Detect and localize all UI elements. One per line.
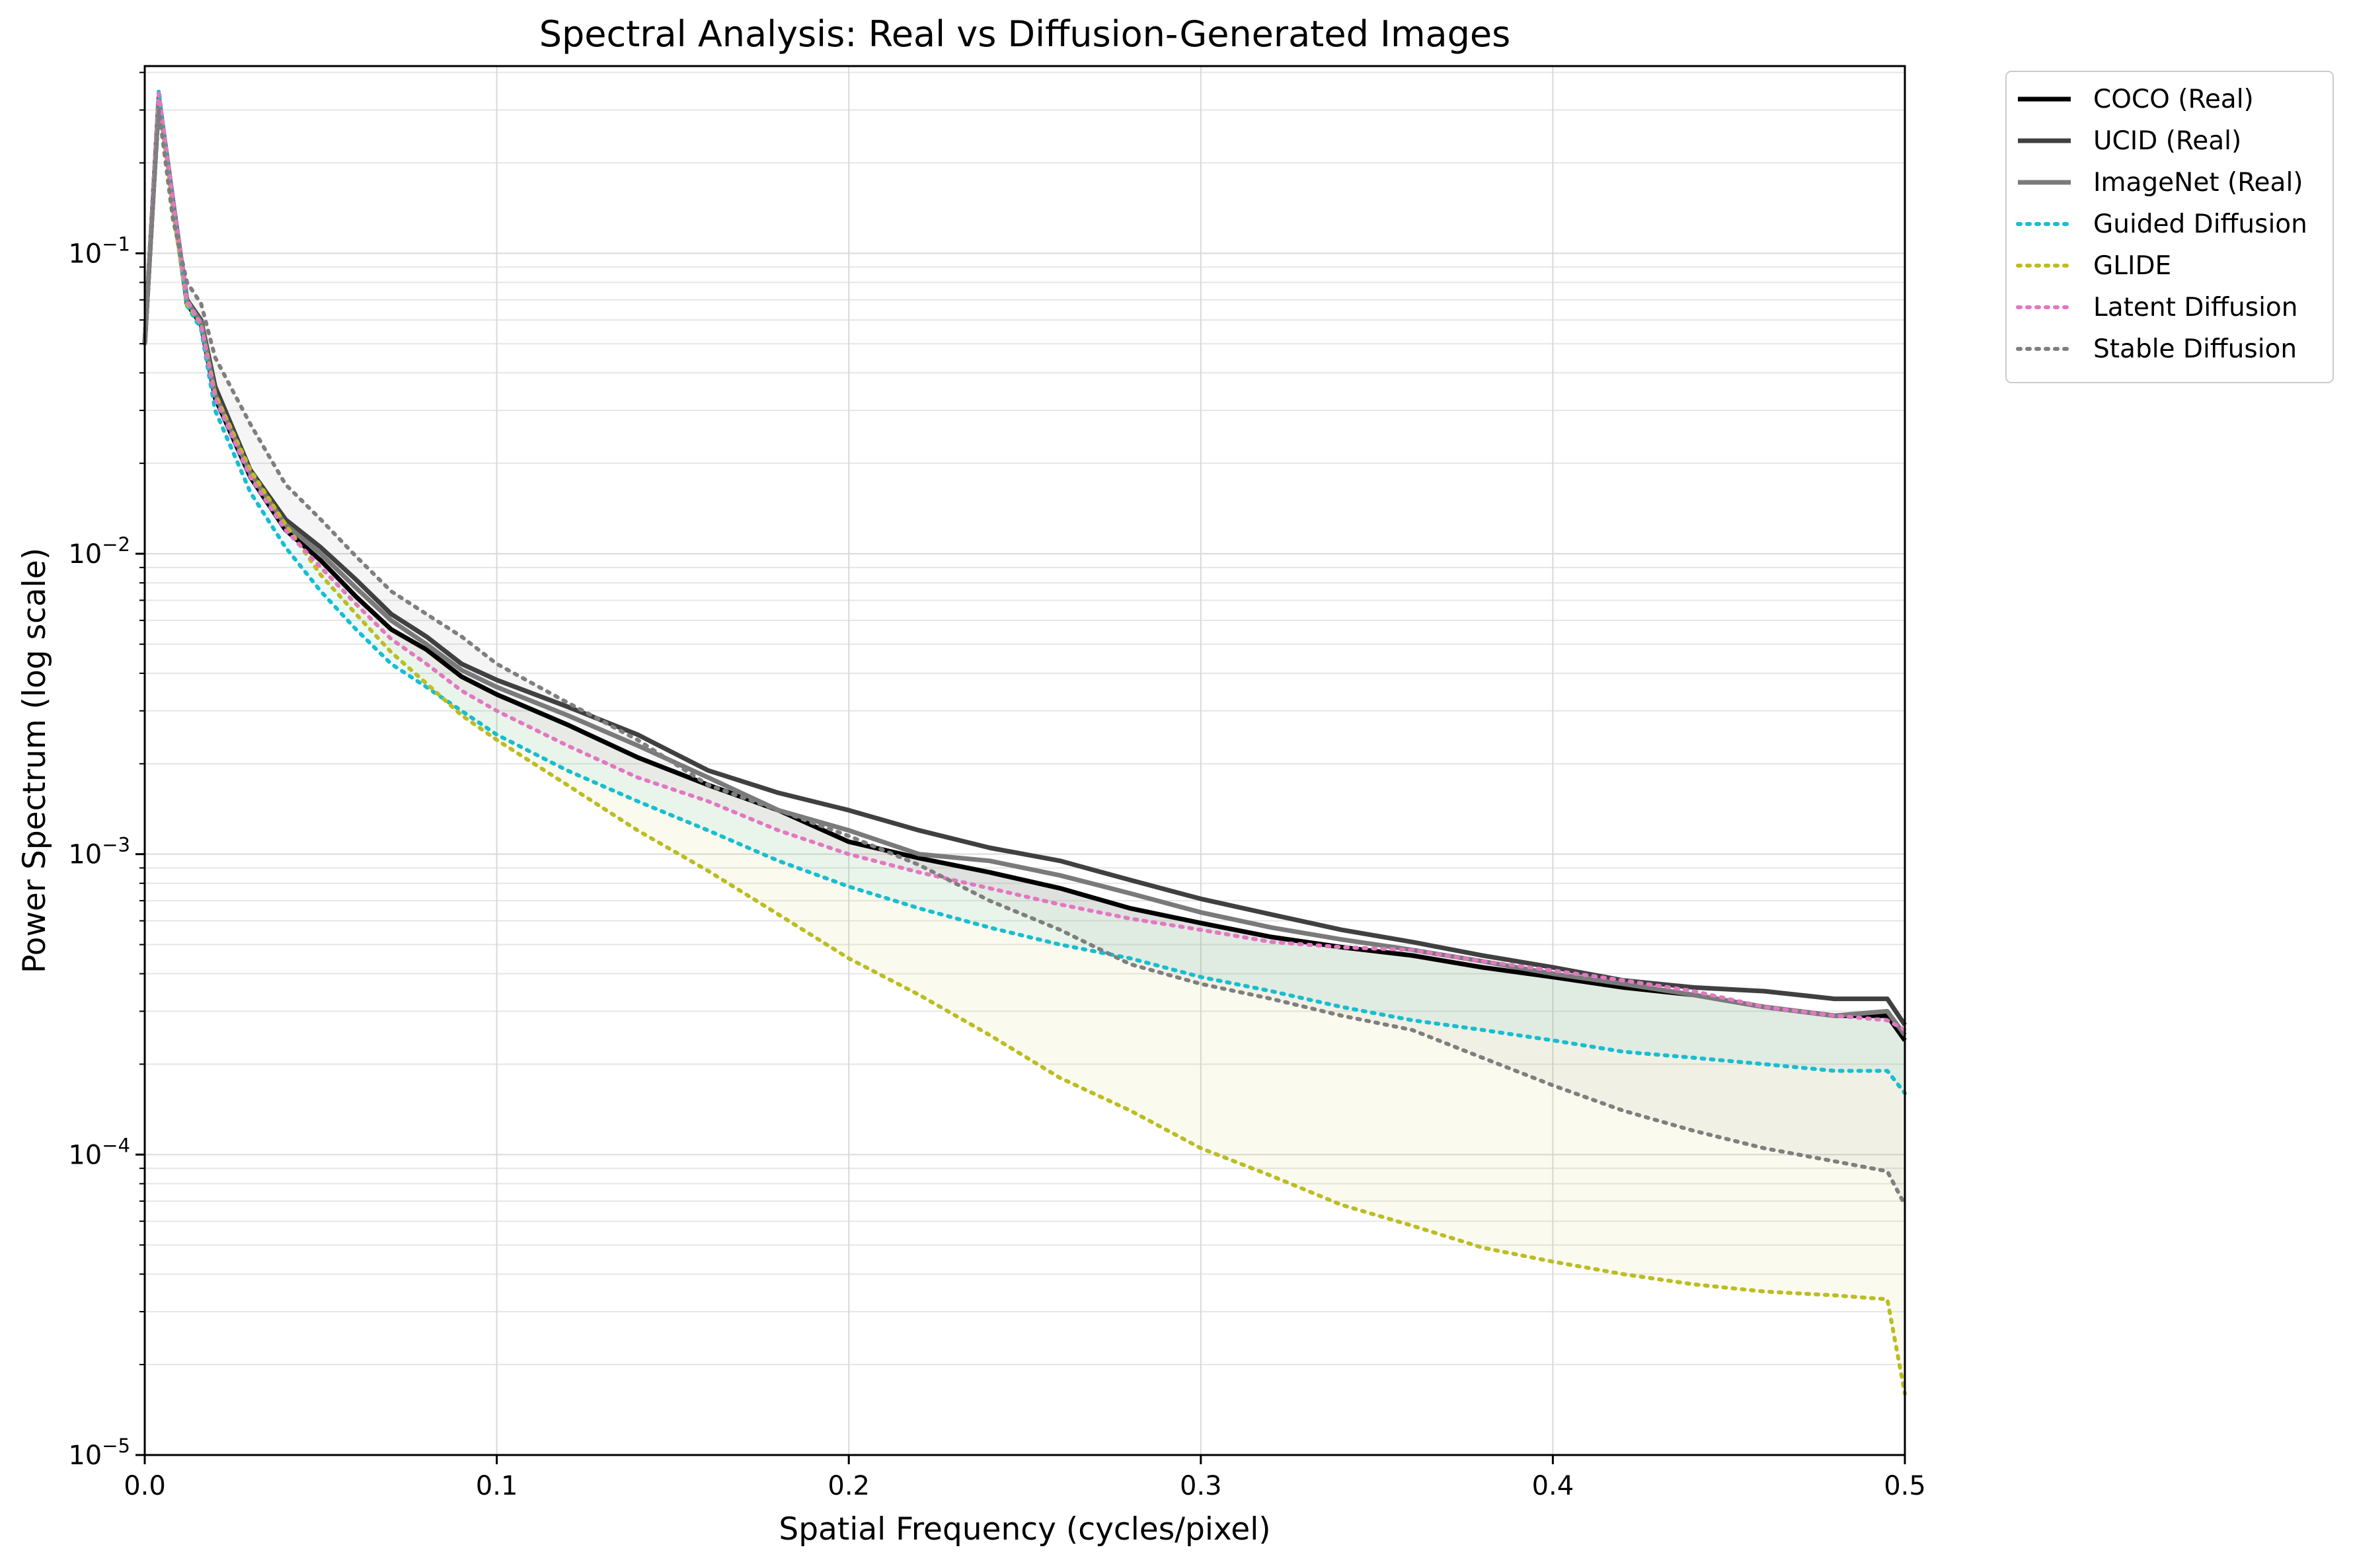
y-tick-label: 10−5 (68, 1435, 130, 1471)
series-line-5 (143, 91, 1907, 1032)
series-line-6 (143, 108, 1907, 1207)
y-tick-exponent: −3 (102, 834, 130, 856)
grid-layer (144, 66, 1906, 1456)
y-tick-label: 10−4 (68, 1134, 130, 1170)
band-fill-6 (145, 97, 1905, 1205)
y-axis-label: Power Spectrum (log scale) (17, 548, 53, 973)
legend-label: ImageNet (Real) (2093, 168, 2303, 198)
y-tick-label: 10−1 (68, 233, 130, 269)
x-tick-label: 0.3 (1180, 1471, 1222, 1501)
y-tick-base: 10 (68, 539, 102, 570)
y-tick-base: 10 (68, 239, 102, 269)
y-tick-label: 10−2 (68, 533, 130, 570)
legend-label: COCO (Real) (2093, 85, 2254, 114)
tick-layer: 10−510−410−310−210−10.0 0.1 0.2 0.3 0.4 0.5 (68, 71, 1926, 1501)
x-tick-label: 0.2 (828, 1471, 870, 1501)
series-line-3 (143, 88, 1907, 1096)
y-tick-exponent: −5 (102, 1435, 130, 1457)
series-line-4 (143, 91, 1907, 1396)
legend: COCO (Real) UCID (Real) ImageNet (Real) Gui… (2005, 71, 2334, 383)
legend-label: GLIDE (2093, 251, 2171, 281)
legend-label: Stable Diffusion (2093, 334, 2297, 364)
fill-layer (145, 90, 1905, 1394)
y-tick-label: 10−3 (68, 834, 130, 870)
x-tick-label: 0.4 (1532, 1471, 1574, 1501)
y-tick-exponent: −4 (102, 1134, 130, 1156)
chart-title: Spectral Analysis: Real vs Diffusion-Gen… (539, 13, 1511, 55)
x-tick-label: 0.5 (1884, 1471, 1926, 1501)
plot-frame (143, 65, 1906, 1456)
y-tick-base: 10 (68, 840, 102, 870)
band-fill-4 (145, 93, 1905, 1394)
band-fill-3 (145, 90, 1905, 1094)
y-tick-exponent: −2 (102, 533, 130, 556)
legend-label: Guided Diffusion (2093, 209, 2307, 239)
y-tick-exponent: −1 (102, 233, 130, 255)
legend-box (2005, 71, 2334, 383)
series-layer (142, 88, 1907, 1396)
x-tick-label: 0.0 (124, 1471, 166, 1501)
legend-label: Latent Diffusion (2093, 293, 2298, 322)
y-tick-base: 10 (68, 1140, 102, 1170)
x-tick-label: 0.1 (476, 1471, 518, 1501)
legend-label: UCID (Real) (2093, 126, 2241, 156)
y-tick-base: 10 (68, 1440, 102, 1471)
x-axis-label: Spatial Frequency (cycles/pixel) (779, 1511, 1270, 1548)
